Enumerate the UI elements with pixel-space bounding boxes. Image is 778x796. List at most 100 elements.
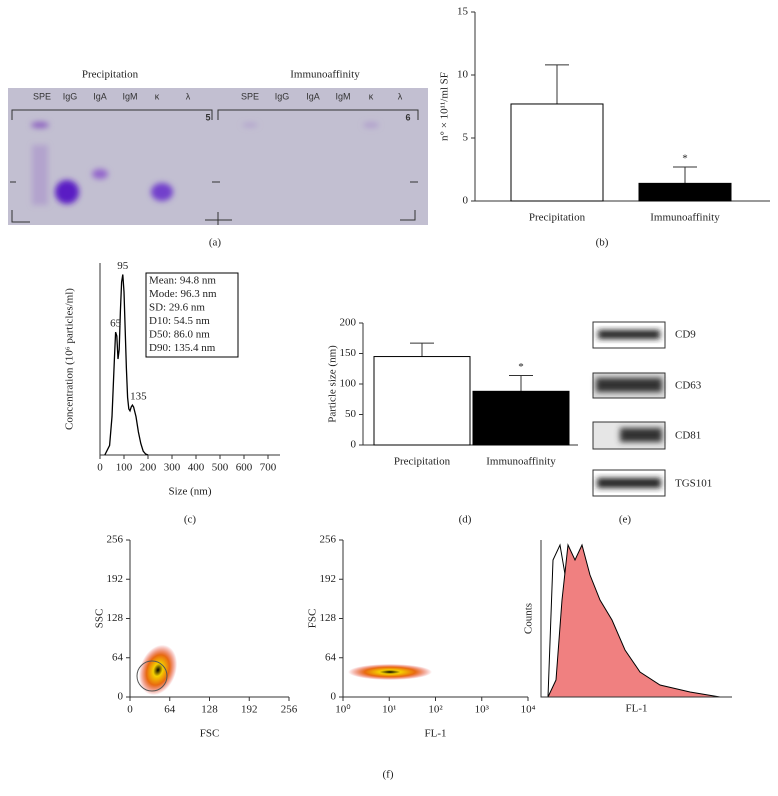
y-axis-label: SSC xyxy=(94,609,106,629)
lane-label: λ xyxy=(186,91,191,101)
lane-label: IgA xyxy=(306,91,320,101)
lane-label: κ xyxy=(155,91,160,101)
x-tick-label: 500 xyxy=(212,462,229,474)
y-tick-label: 0 xyxy=(118,691,124,703)
y-axis-label: Counts xyxy=(523,603,535,634)
y-tick-label: 15 xyxy=(457,6,469,18)
y-tick-label: 50 xyxy=(345,408,357,420)
peak-label: 135 xyxy=(130,391,147,403)
gel-header: Precipitation xyxy=(82,69,139,81)
bar xyxy=(510,103,604,202)
lane-label: IgM xyxy=(122,91,137,101)
panel-label: (c) xyxy=(184,514,197,526)
line xyxy=(104,274,149,456)
lane-label: SPE xyxy=(33,91,51,101)
lane-label: IgG xyxy=(63,91,78,101)
x-axis-label: Size (nm) xyxy=(168,486,211,498)
x-axis-label: FL-1 xyxy=(425,728,447,740)
y-axis-label: FSC xyxy=(307,609,319,629)
x-tick-label: 10³ xyxy=(475,704,490,716)
lane-label: IgA xyxy=(93,91,107,101)
panel-label: (a) xyxy=(209,237,222,249)
x-tick-label: 10² xyxy=(428,704,443,716)
y-tick-label: 128 xyxy=(320,612,337,624)
y-tick-label: 256 xyxy=(107,534,124,546)
category-label: Immunoaffinity xyxy=(486,456,556,468)
category-label: Precipitation xyxy=(394,456,451,468)
panel-label: (f) xyxy=(383,769,394,781)
x-axis-label: FSC xyxy=(200,728,220,740)
stats-box xyxy=(145,272,239,358)
x-tick-label: 100 xyxy=(116,462,133,474)
y-tick-label: 192 xyxy=(320,573,337,585)
y-tick-label: 192 xyxy=(107,573,124,585)
x-tick-label: 10¹ xyxy=(382,704,396,716)
blot-label: CD81 xyxy=(675,430,701,442)
x-tick-label: 300 xyxy=(164,462,181,474)
lane-label: IgG xyxy=(275,91,290,101)
bar xyxy=(472,390,570,446)
category-label: Precipitation xyxy=(529,212,586,224)
x-tick-label: 200 xyxy=(140,462,157,474)
y-tick-label: 64 xyxy=(325,651,337,663)
axis-line xyxy=(540,540,732,698)
y-tick-label: 200 xyxy=(340,317,357,329)
lane-label: IgM xyxy=(335,91,350,101)
x-tick-label: 0 xyxy=(127,704,133,716)
x-tick-label: 600 xyxy=(236,462,253,474)
y-axis-label: Particle size (nm) xyxy=(327,345,339,423)
stats-line: D10: 54.5 nm xyxy=(149,315,210,327)
panel-label: (b) xyxy=(596,237,609,249)
y-tick-label: 150 xyxy=(340,347,357,359)
significance-mark: * xyxy=(682,153,688,165)
gel-header: Immunoaffinity xyxy=(290,69,360,81)
x-tick-label: 10⁰ xyxy=(335,704,351,716)
x-tick-label: 400 xyxy=(188,462,205,474)
lane-label: κ xyxy=(369,91,374,101)
bar xyxy=(638,182,732,202)
y-tick-label: 0 xyxy=(351,439,357,451)
blot-image xyxy=(592,321,666,497)
density-cloud xyxy=(136,644,432,696)
y-tick-label: 5 xyxy=(463,132,469,144)
blot-label: CD63 xyxy=(675,380,702,392)
y-tick-label: 0 xyxy=(463,195,469,207)
y-axis-label: n° × 10¹¹/ml SF xyxy=(439,72,451,141)
y-tick-label: 0 xyxy=(331,691,337,703)
significance-mark: * xyxy=(518,361,524,373)
lane-label: λ xyxy=(398,91,403,101)
panel-label: (d) xyxy=(459,514,472,526)
blot-label: TGS101 xyxy=(675,478,712,490)
category-label: Immunoaffinity xyxy=(650,212,720,224)
x-tick-label: 0 xyxy=(97,462,103,474)
stats-line: SD: 29.6 nm xyxy=(149,302,205,314)
stats-line: Mean: 94.8 nm xyxy=(149,275,216,287)
stats-line: D90: 135.4 nm xyxy=(149,342,216,354)
lane-label: SPE xyxy=(241,91,259,101)
blot-label: CD9 xyxy=(675,329,696,341)
x-tick-label: 10⁴ xyxy=(521,704,536,716)
x-tick-label: 64 xyxy=(164,704,176,716)
lane-number: 6 xyxy=(405,112,410,122)
x-tick-label: 192 xyxy=(241,704,258,716)
histogram-shape xyxy=(547,543,721,698)
y-tick-label: 100 xyxy=(340,378,357,390)
stats-line: Mode: 96.3 nm xyxy=(149,288,217,300)
panel-label: (e) xyxy=(619,514,632,526)
lane-number: 5 xyxy=(205,112,210,122)
peak-label: 65 xyxy=(110,318,122,330)
x-tick-label: 256 xyxy=(281,704,298,716)
y-tick-label: 64 xyxy=(112,651,124,663)
bar xyxy=(373,356,471,446)
y-tick-label: 10 xyxy=(457,69,469,81)
x-axis-label: FL-1 xyxy=(626,703,648,715)
gel-image xyxy=(8,88,428,225)
peak-label: 95 xyxy=(117,260,129,272)
y-axis-label: Concentration (10⁶ particles/ml) xyxy=(64,288,76,430)
x-tick-label: 128 xyxy=(201,704,218,716)
x-tick-label: 700 xyxy=(260,462,277,474)
y-tick-label: 128 xyxy=(107,612,124,624)
stats-line: D50: 86.0 nm xyxy=(149,329,210,341)
y-tick-label: 256 xyxy=(320,534,337,546)
